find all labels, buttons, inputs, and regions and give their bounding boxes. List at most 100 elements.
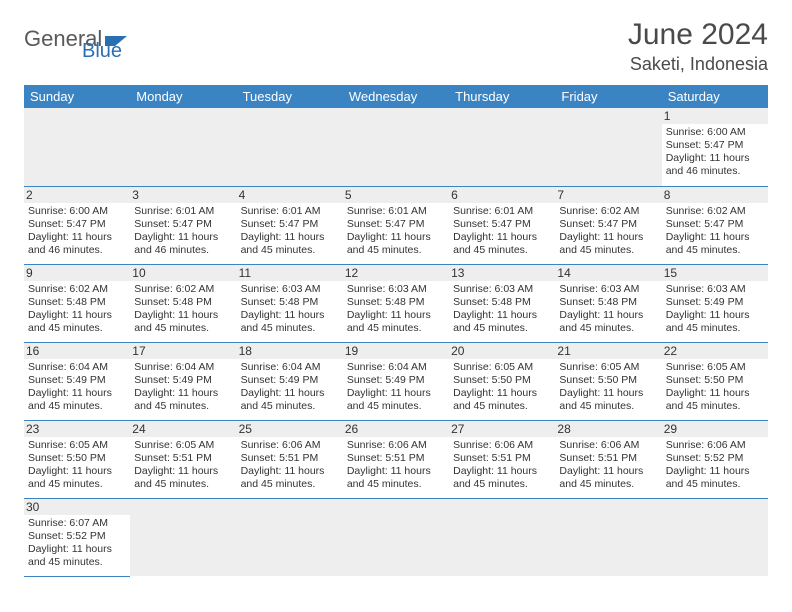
calendar-cell xyxy=(449,498,555,576)
calendar-cell: 23Sunrise: 6:05 AMSunset: 5:50 PMDayligh… xyxy=(24,420,130,498)
day-number: 13 xyxy=(449,265,555,281)
sunset-line: Sunset: 5:52 PM xyxy=(666,452,764,465)
day-number: 18 xyxy=(237,343,343,359)
day-details: Sunrise: 6:04 AMSunset: 5:49 PMDaylight:… xyxy=(347,361,445,414)
calendar-cell: 14 Sunrise: 6:03 AMSunset: 5:48 PMDayligh… xyxy=(555,264,661,342)
calendar-cell: 21Sunrise: 6:05 AMSunset: 5:50 PMDayligh… xyxy=(555,342,661,420)
sunset-line: Sunset: 5:52 PM xyxy=(28,530,126,543)
location: Saketi, Indonesia xyxy=(628,54,768,75)
daylight-line: Daylight: 11 hours and 45 minutes. xyxy=(559,309,657,335)
sunset-line: Sunset: 5:49 PM xyxy=(241,374,339,387)
title-block: June 2024 Saketi, Indonesia xyxy=(628,18,768,75)
calendar-row: 23Sunrise: 6:05 AMSunset: 5:50 PMDayligh… xyxy=(24,420,768,498)
sunset-line: Sunset: 5:48 PM xyxy=(241,296,339,309)
day-details: Sunrise: 6:05 AMSunset: 5:50 PMDaylight:… xyxy=(28,439,126,492)
daylight-line: Daylight: 11 hours and 45 minutes. xyxy=(559,231,657,257)
day-number: 7 xyxy=(555,187,661,203)
sunset-line: Sunset: 5:50 PM xyxy=(28,452,126,465)
sunset-line: Sunset: 5:48 PM xyxy=(134,296,232,309)
sunrise-line: Sunrise: 6:04 AM xyxy=(347,361,445,374)
day-number: 15 xyxy=(662,265,768,281)
day-details: Sunrise: 6:03 AMSunset: 5:48 PMDaylight:… xyxy=(453,283,551,336)
day-number: 17 xyxy=(130,343,236,359)
day-details: Sunrise: 6:06 AMSunset: 5:51 PMDaylight:… xyxy=(559,439,657,492)
calendar-cell: 25Sunrise: 6:06 AMSunset: 5:51 PMDayligh… xyxy=(237,420,343,498)
sunset-line: Sunset: 5:51 PM xyxy=(453,452,551,465)
day-details: Sunrise: 6:05 AMSunset: 5:50 PMDaylight:… xyxy=(666,361,764,414)
daylight-line: Daylight: 11 hours and 45 minutes. xyxy=(28,387,126,413)
day-details: Sunrise: 6:02 AMSunset: 5:48 PMDaylight:… xyxy=(28,283,126,336)
calendar-cell: 19 Sunrise: 6:04 AMSunset: 5:49 PMDayligh… xyxy=(343,342,449,420)
sunrise-line: Sunrise: 6:02 AM xyxy=(666,205,764,218)
day-details: Sunrise: 6:05 AMSunset: 5:50 PMDaylight:… xyxy=(559,361,657,414)
sunset-line: Sunset: 5:48 PM xyxy=(453,296,551,309)
daylight-line: Daylight: 11 hours and 45 minutes. xyxy=(134,387,232,413)
daylight-line: Daylight: 11 hours and 46 minutes. xyxy=(666,152,764,178)
sunrise-line: Sunrise: 6:03 AM xyxy=(347,283,445,296)
sunset-line: Sunset: 5:51 PM xyxy=(134,452,232,465)
sunset-line: Sunset: 5:47 PM xyxy=(134,218,232,231)
day-number: 16 xyxy=(24,343,130,359)
day-number: 9 xyxy=(24,265,130,281)
daylight-line: Daylight: 11 hours and 46 minutes. xyxy=(134,231,232,257)
calendar-cell: 12Sunrise: 6:03 AMSunset: 5:48 PMDayligh… xyxy=(343,264,449,342)
calendar-cell: 16Sunrise: 6:04 AMSunset: 5:49 PMDayligh… xyxy=(24,342,130,420)
day-details: Sunrise: 6:05 AMSunset: 5:50 PMDaylight:… xyxy=(453,361,551,414)
calendar-cell: 3Sunrise: 6:01 AMSunset: 5:47 PMDaylight… xyxy=(130,186,236,264)
calendar-row: 30 Sunrise: 6:07 AMSunset: 5:52 PMDayligh… xyxy=(24,498,768,576)
day-number: 20 xyxy=(449,343,555,359)
day-details: Sunrise: 6:05 AMSunset: 5:51 PMDaylight:… xyxy=(134,439,232,492)
calendar-cell xyxy=(130,108,236,186)
daylight-line: Daylight: 11 hours and 45 minutes. xyxy=(559,465,657,491)
sunrise-line: Sunrise: 6:05 AM xyxy=(666,361,764,374)
daylight-line: Daylight: 11 hours and 45 minutes. xyxy=(453,387,551,413)
daylight-line: Daylight: 11 hours and 45 minutes. xyxy=(453,465,551,491)
sunset-line: Sunset: 5:50 PM xyxy=(559,374,657,387)
daylight-line: Daylight: 11 hours and 45 minutes. xyxy=(241,231,339,257)
day-details: Sunrise: 6:02 AMSunset: 5:48 PMDaylight:… xyxy=(134,283,232,336)
day-details: Sunrise: 6:03 AMSunset: 5:49 PMDaylight:… xyxy=(666,283,764,336)
sunset-line: Sunset: 5:49 PM xyxy=(347,374,445,387)
sunset-line: Sunset: 5:49 PM xyxy=(666,296,764,309)
sunrise-line: Sunrise: 6:05 AM xyxy=(28,439,126,452)
day-number: 30 xyxy=(24,499,130,515)
brand-sub: Blue xyxy=(24,40,122,63)
sunset-line: Sunset: 5:47 PM xyxy=(347,218,445,231)
sunrise-line: Sunrise: 6:05 AM xyxy=(559,361,657,374)
daylight-line: Daylight: 11 hours and 45 minutes. xyxy=(666,465,764,491)
sunset-line: Sunset: 5:47 PM xyxy=(559,218,657,231)
sunset-line: Sunset: 5:51 PM xyxy=(241,452,339,465)
day-details: Sunrise: 6:07 AMSunset: 5:52 PMDaylight:… xyxy=(28,517,126,570)
day-number: 19 xyxy=(343,343,449,359)
calendar-cell: 5Sunrise: 6:01 AMSunset: 5:47 PMDaylight… xyxy=(343,186,449,264)
sunrise-line: Sunrise: 6:06 AM xyxy=(241,439,339,452)
sunrise-line: Sunrise: 6:03 AM xyxy=(559,283,657,296)
sunrise-line: Sunrise: 6:07 AM xyxy=(28,517,126,530)
calendar-cell: 1Sunrise: 6:00 AMSunset: 5:47 PMDaylight… xyxy=(662,108,768,186)
calendar-cell: 17 Sunrise: 6:04 AMSunset: 5:49 PMDayligh… xyxy=(130,342,236,420)
daylight-line: Daylight: 11 hours and 45 minutes. xyxy=(347,231,445,257)
sunset-line: Sunset: 5:47 PM xyxy=(666,139,764,152)
calendar-cell: 30 Sunrise: 6:07 AMSunset: 5:52 PMDayligh… xyxy=(24,498,130,576)
sunrise-line: Sunrise: 6:04 AM xyxy=(134,361,232,374)
daylight-line: Daylight: 11 hours and 45 minutes. xyxy=(453,231,551,257)
day-details: Sunrise: 6:06 AMSunset: 5:51 PMDaylight:… xyxy=(347,439,445,492)
calendar-cell: 7 Sunrise: 6:02 AMSunset: 5:47 PMDaylight… xyxy=(555,186,661,264)
calendar-cell: 4Sunrise: 6:01 AMSunset: 5:47 PMDaylight… xyxy=(237,186,343,264)
sunset-line: Sunset: 5:48 PM xyxy=(559,296,657,309)
day-details: Sunrise: 6:01 AMSunset: 5:47 PMDaylight:… xyxy=(347,205,445,258)
daylight-line: Daylight: 11 hours and 45 minutes. xyxy=(28,465,126,491)
sunrise-line: Sunrise: 6:02 AM xyxy=(559,205,657,218)
day-number: 3 xyxy=(130,187,236,203)
calendar-row: 16Sunrise: 6:04 AMSunset: 5:49 PMDayligh… xyxy=(24,342,768,420)
day-details: Sunrise: 6:04 AMSunset: 5:49 PMDaylight:… xyxy=(134,361,232,414)
day-number: 26 xyxy=(343,421,449,437)
sunrise-line: Sunrise: 6:02 AM xyxy=(28,283,126,296)
sunset-line: Sunset: 5:51 PM xyxy=(347,452,445,465)
day-number: 14 xyxy=(555,265,661,281)
day-details: Sunrise: 6:03 AMSunset: 5:48 PMDaylight:… xyxy=(241,283,339,336)
calendar-cell: 6Sunrise: 6:01 AMSunset: 5:47 PMDaylight… xyxy=(449,186,555,264)
weekday-header: Saturday xyxy=(662,85,768,108)
calendar-cell xyxy=(449,108,555,186)
weekday-header: Tuesday xyxy=(237,85,343,108)
